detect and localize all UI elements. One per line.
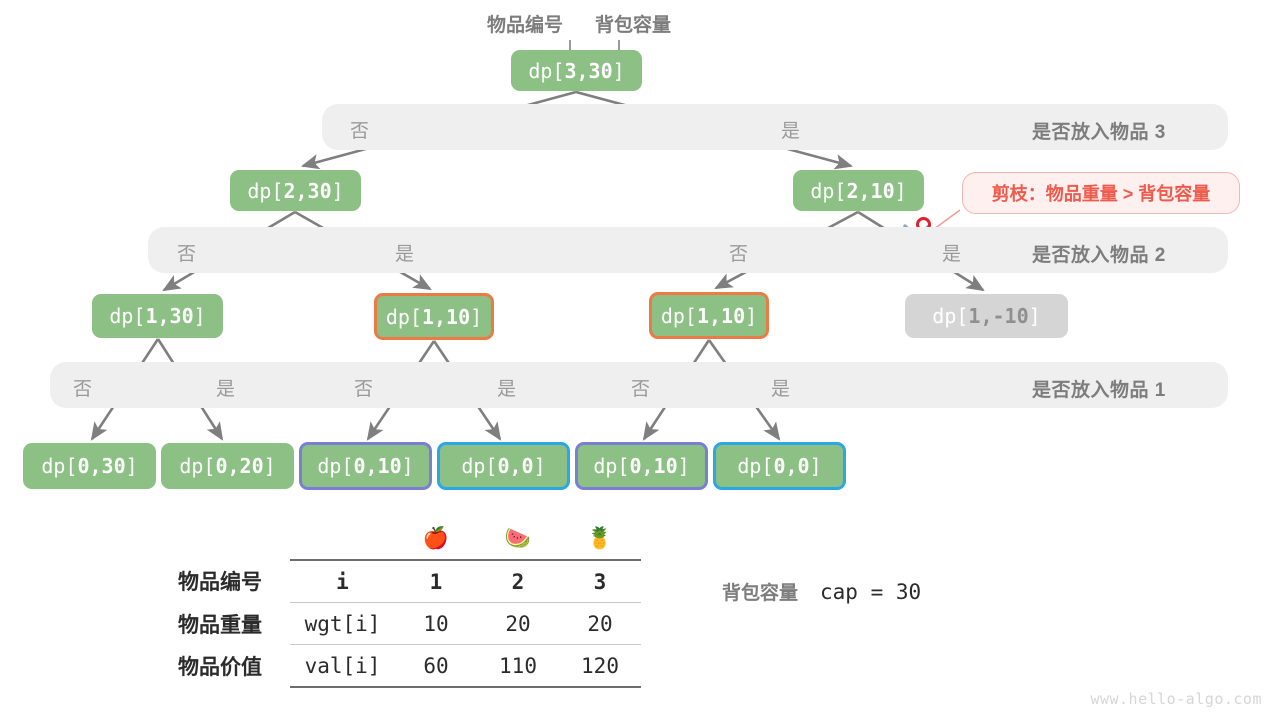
band-item-2-label: 是否放入物品 2 — [1032, 245, 1166, 266]
table-corner-spacer — [150, 518, 290, 560]
tree-node-n-1-30: dp[1,30] — [92, 294, 223, 338]
band-item-2 — [148, 227, 1228, 273]
top-label-0: 物品编号 — [487, 15, 564, 36]
cell-r2-c1: 110 — [477, 644, 559, 688]
row-key-2: val[i] — [290, 644, 395, 688]
cell-r0-c1: 2 — [477, 559, 559, 603]
table-row: 物品重量 wgt[i] 10 20 20 — [150, 602, 641, 645]
branch-label-0: 否 — [350, 121, 370, 142]
branch-label-11: 是 — [771, 379, 791, 400]
row-header-2: 物品价值 — [178, 654, 262, 679]
table-key-spacer — [290, 518, 395, 560]
branch-label-10: 否 — [631, 379, 651, 400]
branch-label-7: 是 — [216, 379, 236, 400]
tree-node-n-0-10a: dp[0,10] — [299, 442, 432, 490]
cell-r0-c2: 3 — [559, 559, 641, 603]
items-table: 🍎 🍉 🍍 物品编号 i 1 2 3 物品重量 wgt[i] 10 20 20 物品价值 val[i] 60 1… — [150, 518, 641, 688]
fruit-icon-0: 🍎 — [422, 526, 450, 550]
top-label-1: 背包容量 — [595, 15, 672, 36]
tree-node-n-0-20: dp[0,20] — [161, 443, 294, 489]
tree-node-n-0-10b: dp[0,10] — [575, 442, 708, 490]
row-key-0: i — [290, 559, 395, 603]
table-row: 物品编号 i 1 2 3 — [150, 559, 641, 603]
tree-node-n-0-0a: dp[0,0] — [437, 442, 570, 490]
cell-r1-c0: 10 — [395, 602, 477, 645]
tree-node-n-1-10b: dp[1,10] — [649, 292, 769, 339]
tree-node-n-0-30: dp[0,30] — [23, 443, 156, 489]
capacity-value: cap = 30 — [820, 580, 922, 604]
branch-label-2: 否 — [177, 244, 197, 265]
capacity-note: 背包容量 cap = 30 — [722, 578, 921, 605]
band-item-1-label: 是否放入物品 1 — [1032, 380, 1166, 401]
cell-r2-c0: 60 — [395, 644, 477, 688]
table-row: 物品价值 val[i] 60 110 120 — [150, 644, 641, 688]
tree-node-n-0-0b: dp[0,0] — [713, 442, 846, 490]
cell-r1-c1: 20 — [477, 602, 559, 645]
branch-label-9: 是 — [497, 379, 517, 400]
band-item-3 — [322, 104, 1228, 150]
cell-r2-c2: 120 — [559, 644, 641, 688]
items-table-wrap: 🍎 🍉 🍍 物品编号 i 1 2 3 物品重量 wgt[i] 10 20 20 物品价值 val[i] 60 1… — [150, 518, 710, 688]
branch-label-8: 否 — [354, 379, 374, 400]
row-header-1: 物品重量 — [178, 612, 262, 637]
cell-r1-c2: 20 — [559, 602, 641, 645]
fruit-icon-2: 🍍 — [586, 526, 614, 550]
branch-label-4: 否 — [729, 244, 749, 265]
band-item-3-label: 是否放入物品 3 — [1032, 122, 1166, 143]
tree-node-n-3-30: dp[3,30] — [511, 50, 642, 91]
capacity-label: 背包容量 — [722, 583, 799, 604]
tree-node-n-1-10a: dp[1,10] — [374, 293, 494, 340]
tree-node-n-1-n10: dp[1,-10] — [905, 294, 1068, 338]
watermark: www.hello-algo.com — [1090, 690, 1262, 708]
band-item-1 — [50, 362, 1228, 408]
row-key-1: wgt[i] — [290, 602, 395, 645]
table-emoji-row: 🍎 🍉 🍍 — [150, 518, 641, 560]
row-header-0: 物品编号 — [178, 570, 262, 595]
branch-label-1: 是 — [781, 121, 801, 142]
tree-node-n-2-10: dp[2,10] — [793, 170, 924, 211]
branch-label-3: 是 — [395, 244, 415, 265]
prune-note: 剪枝：物品重量 > 背包容量 — [962, 172, 1240, 214]
fruit-icon-1: 🍉 — [504, 526, 532, 550]
tree-node-n-2-30: dp[2,30] — [230, 170, 361, 211]
branch-label-5: 是 — [942, 244, 962, 265]
branch-label-6: 否 — [73, 379, 93, 400]
cell-r0-c0: 1 — [395, 559, 477, 603]
